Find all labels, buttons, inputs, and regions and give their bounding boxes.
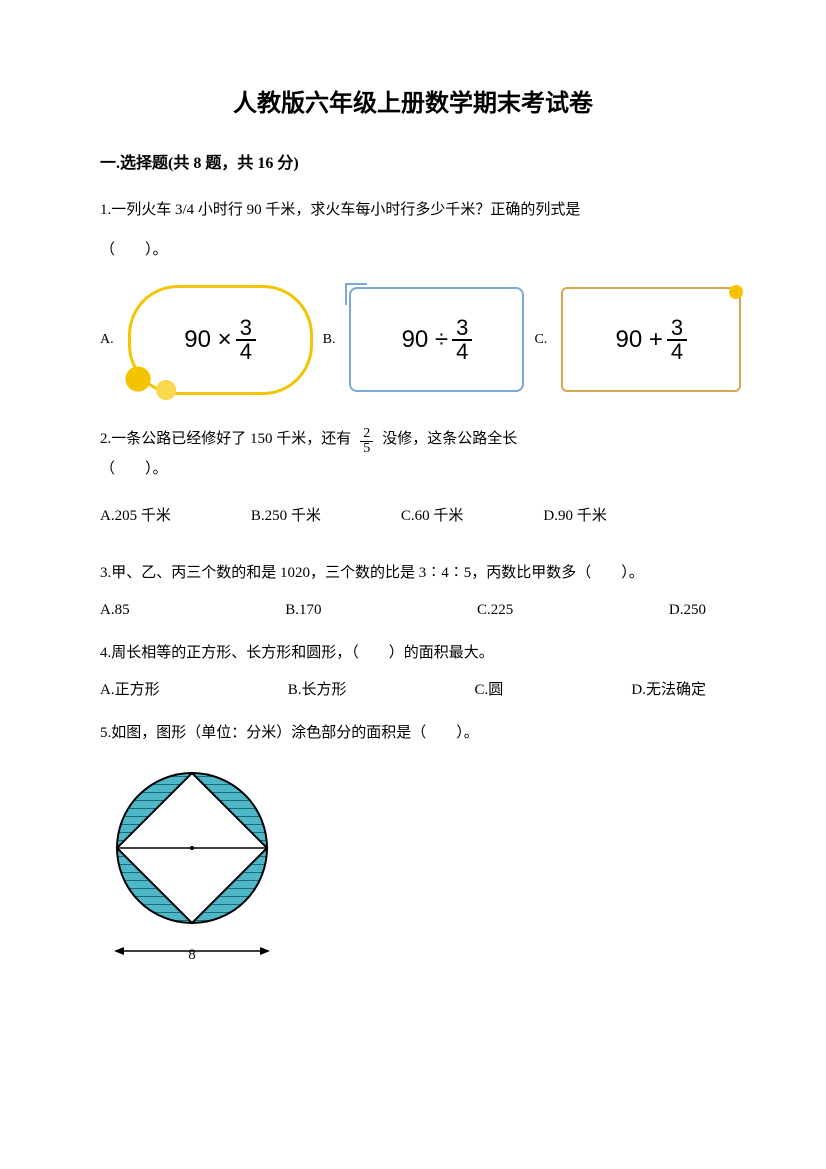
exprB-text: 90 ÷ [402,321,449,359]
q1-optA-expr: 90 × 3 4 [184,317,256,363]
frame-b: 90 ÷ 3 4 [349,287,524,392]
q2-part2: 没修，这条公路全长 [382,427,517,451]
q1-optC-box: 90 + 3 4 [561,287,741,392]
q5-figure: 8 [112,768,726,967]
fracC: 3 4 [667,317,687,363]
q4-optA: A.正方形 [100,678,160,702]
frame-a: 90 × 3 4 [128,285,313,395]
fracA: 3 4 [236,317,256,363]
fracB: 3 4 [452,317,472,363]
exprA-text: 90 × [184,321,231,359]
q2-options: A.205 千米 B.250 千米 C.60 千米 D.90 千米 [100,504,726,528]
fracB-den: 4 [452,341,472,363]
q3-optA: A.85 [100,598,130,622]
q3-optC: C.225 [477,598,513,622]
q2-paren: （ ）。 [100,454,726,484]
q2-blank: （ ）。 [100,461,168,477]
fracB-num: 3 [452,317,472,341]
q2-frac: 2 5 [359,427,374,456]
q1-text: 1.一列火车 3/4 小时行 90 千米，求火车每小时行多少千米？正确的列式是 [100,202,580,218]
q1-optC-label: C. [534,329,547,351]
q1-optB-expr: 90 ÷ 3 4 [402,317,473,363]
question-1: 1.一列火车 3/4 小时行 90 千米，求火车每小时行多少千米？正确的列式是 [100,195,726,225]
q1-optC-expr: 90 + 3 4 [615,317,687,363]
q4-text: 4.周长相等的正方形、长方形和圆形，（ ）的面积最大。 [100,645,494,661]
q3-optD: D.250 [669,598,706,622]
q2-optB: B.250 千米 [251,504,321,528]
q2-optA: A.205 千米 [100,504,171,528]
q5-text: 5.如图，图形（单位：分米）涂色部分的面积是（ ）。 [100,725,479,741]
fracC-num: 3 [667,317,687,341]
q1-options: A. 90 × 3 4 B. 90 ÷ 3 4 C. [100,285,726,395]
q1-optA-box: 90 × 3 4 [128,285,313,395]
q3-options: A.85 B.170 C.225 D.250 [100,598,726,622]
q4-options: A.正方形 B.长方形 C.圆 D.无法确定 [100,678,726,702]
q4-optB: B.长方形 [288,678,347,702]
fracA-num: 3 [236,317,256,341]
exprC-text: 90 + [615,321,662,359]
q1-optB-box: 90 ÷ 3 4 [349,287,524,392]
q2-optD: D.90 千米 [543,504,606,528]
q1-optB-label: B. [323,329,336,351]
q2-part1: 2.一条公路已经修好了 150 千米，还有 [100,427,351,451]
question-4: 4.周长相等的正方形、长方形和圆形，（ ）的面积最大。 [100,638,726,668]
fracC-den: 4 [667,341,687,363]
section-header: 一.选择题(共 8 题，共 16 分) [100,151,726,177]
question-3: 3.甲、乙、丙三个数的和是 1020，三个数的比是 3∶4∶5，丙数比甲数多（ … [100,558,726,588]
frame-c: 90 + 3 4 [561,287,741,392]
q1-paren: （ ）。 [100,235,726,265]
q2-optC: C.60 千米 [401,504,464,528]
question-5: 5.如图，图形（单位：分米）涂色部分的面积是（ ）。 [100,718,726,748]
q3-text: 3.甲、乙、丙三个数的和是 1020，三个数的比是 3∶4∶5，丙数比甲数多（ … [100,565,644,581]
question-2: 2.一条公路已经修好了 150 千米，还有 2 5 没修，这条公路全长 [100,425,726,454]
fracA-den: 4 [236,341,256,363]
q2-frac-num: 2 [360,427,373,442]
q1-blank: （ ）。 [100,242,168,258]
q3-optB: B.170 [285,598,321,622]
page-title: 人教版六年级上册数学期末考试卷 [100,85,726,123]
q4-optD: D.无法确定 [631,678,706,702]
q4-optC: C.圆 [475,678,504,702]
q2-frac-den: 5 [359,442,374,456]
circle-diamond-icon [112,768,272,928]
q1-optA-label: A. [100,329,114,351]
